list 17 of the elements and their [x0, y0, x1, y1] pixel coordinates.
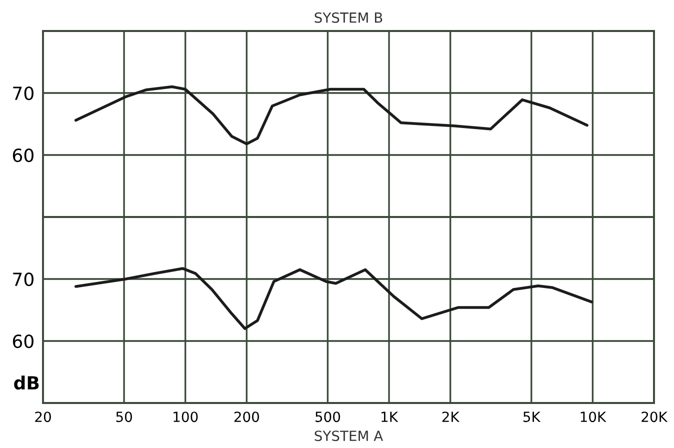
x-tick-label: 10K: [580, 412, 606, 422]
x-tick-label: 1K: [382, 412, 398, 422]
x-axis-title: SYSTEM A: [314, 430, 384, 442]
chart-title: SYSTEM B: [314, 12, 382, 23]
x-tick-label: 200: [234, 412, 259, 422]
y-tick-label: 60: [12, 334, 34, 348]
x-tick-label: 2K: [442, 412, 460, 422]
y-axis-title: dB: [14, 376, 39, 390]
y-tick-label: 70: [13, 86, 34, 100]
x-tick-label: 20K: [642, 412, 668, 422]
x-tick-label: 100: [174, 412, 198, 422]
x-tick-label: 20: [35, 412, 51, 422]
x-tick-label: 500: [316, 412, 340, 422]
y-tick-label: 60: [12, 148, 34, 162]
x-tick-label: 5K: [523, 412, 541, 422]
y-tick-label: 70: [13, 272, 34, 286]
x-tick-label: 50: [116, 412, 132, 422]
